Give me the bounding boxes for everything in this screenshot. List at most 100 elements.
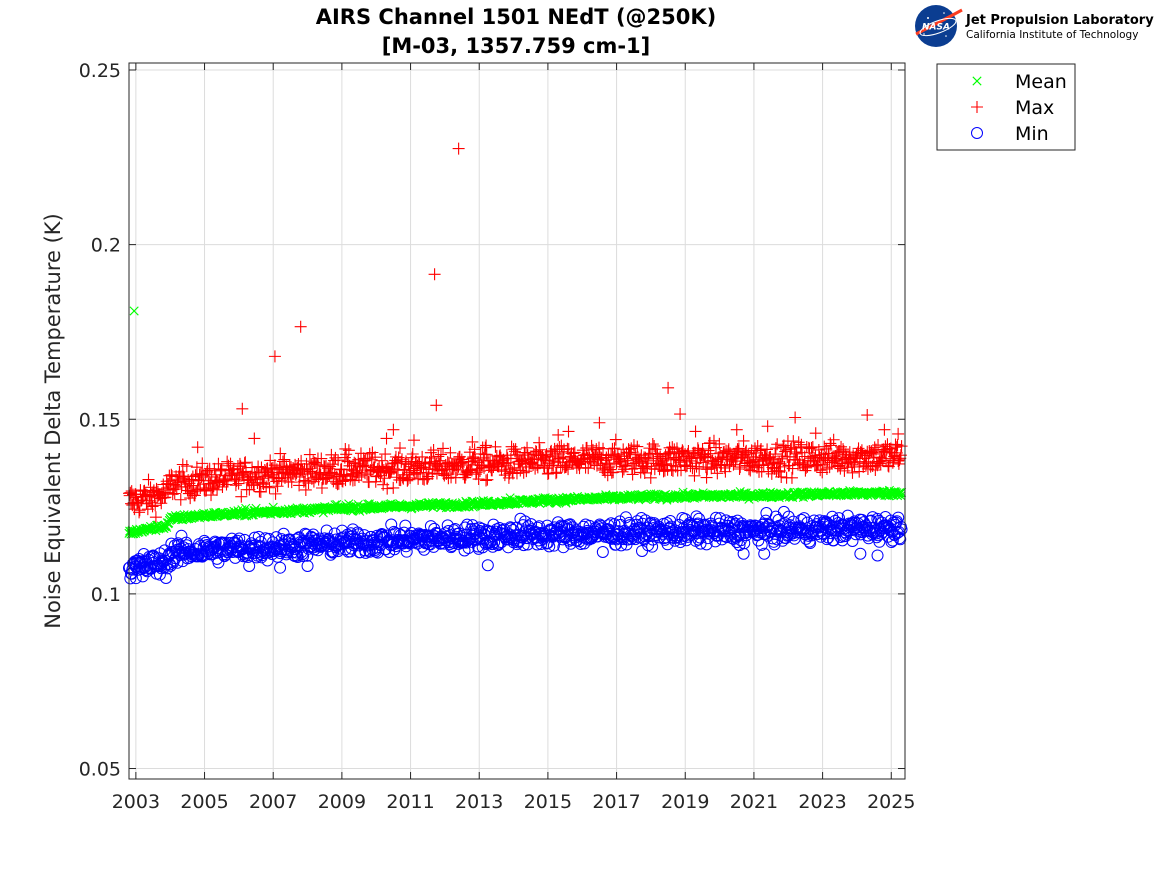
data-point-max: [283, 459, 296, 472]
data-point-max: [233, 457, 246, 470]
data-point-max: [625, 463, 638, 476]
data-point-min-outlier: [692, 512, 705, 525]
data-point-max: [315, 452, 328, 465]
y-tick-label: 0.2: [91, 235, 121, 257]
data-point-max-outlier: [562, 425, 575, 438]
data-point-max-outlier: [380, 432, 393, 445]
data-point-max: [256, 472, 269, 485]
data-point-max: [510, 467, 523, 480]
data-point-max: [252, 460, 265, 473]
data-point-max: [776, 450, 789, 463]
data-point-max: [779, 443, 792, 456]
data-point-min: [626, 525, 639, 538]
data-point-max: [613, 453, 626, 466]
data-point-max: [470, 466, 483, 479]
data-point-max: [729, 455, 742, 468]
data-point-min: [729, 517, 742, 530]
data-point-max: [238, 457, 251, 470]
data-point-max: [713, 437, 726, 450]
data-point-max: [604, 463, 617, 476]
data-point-max: [654, 456, 667, 469]
data-point-min: [461, 518, 474, 531]
data-point-max: [646, 438, 659, 451]
data-point-max: [648, 439, 661, 452]
data-point-max: [467, 451, 480, 464]
data-point-min: [320, 524, 333, 537]
data-point-max: [737, 434, 750, 447]
data-point-max: [378, 472, 391, 485]
data-point-max-outlier: [236, 402, 249, 415]
data-point-min-outlier: [129, 572, 142, 585]
y-tick-label: 0.05: [79, 759, 121, 781]
data-point-min-outlier: [243, 559, 256, 572]
data-point-max: [878, 445, 891, 458]
data-point-min: [631, 515, 644, 528]
data-point-max: [803, 442, 816, 455]
data-point-max: [133, 506, 146, 519]
data-point-max: [278, 453, 291, 466]
data-point-max: [611, 448, 624, 461]
data-point-max: [463, 446, 476, 459]
data-point-max: [672, 453, 685, 466]
data-point-max: [272, 472, 285, 485]
data-point-max: [856, 447, 869, 460]
data-point-max: [812, 443, 825, 456]
data-point-max: [479, 441, 492, 454]
data-point-max: [814, 464, 827, 477]
chart-subtitle: [M-03, 1357.759 cm-1]: [382, 34, 651, 58]
data-point-max: [621, 454, 634, 467]
data-point-max: [215, 463, 228, 476]
data-point-max: [297, 475, 310, 488]
data-point-max: [560, 460, 573, 473]
data-point-max: [427, 444, 440, 457]
data-point-max: [533, 443, 546, 456]
data-point-max: [666, 441, 679, 454]
data-point-max: [489, 440, 502, 453]
data-point-max: [401, 474, 414, 487]
legend-marker-min: [971, 127, 983, 139]
data-point-max: [764, 450, 777, 463]
data-point-max: [393, 442, 406, 455]
data-point-min: [895, 523, 908, 536]
legend-entry-min: Min: [971, 123, 1049, 145]
data-point-max-outlier: [730, 423, 743, 436]
data-point-max: [196, 457, 209, 470]
data-point-min: [577, 520, 590, 533]
data-point-max: [731, 443, 744, 456]
data-point-max: [890, 441, 903, 454]
data-point-max: [387, 481, 400, 494]
data-point-mean-outlier: [505, 493, 515, 503]
data-point-max: [389, 450, 402, 463]
x-tick-label: 2025: [867, 791, 915, 813]
x-tick-label: 2019: [661, 791, 709, 813]
data-point-max: [869, 463, 882, 476]
data-point-max: [861, 462, 874, 475]
data-point-max: [133, 504, 146, 517]
data-point-max: [846, 466, 859, 479]
data-point-max: [716, 451, 729, 464]
data-point-max: [128, 503, 141, 516]
data-point-max: [556, 445, 569, 458]
x-tick-label: 2013: [455, 791, 503, 813]
data-point-max: [516, 458, 529, 471]
series-mean: [124, 306, 907, 539]
data-point-max: [541, 462, 554, 475]
data-point-max: [553, 440, 566, 453]
data-point-max: [800, 461, 813, 474]
data-point-min: [332, 545, 345, 558]
jpl-logo-line2: California Institute of Technology: [966, 29, 1138, 41]
data-point-max: [541, 467, 554, 480]
data-point-max: [552, 452, 565, 465]
data-point-max: [124, 486, 137, 499]
data-point-max: [305, 458, 318, 471]
data-point-max: [437, 442, 450, 455]
data-point-max: [810, 459, 823, 472]
data-point-min: [291, 549, 304, 562]
data-point-max: [335, 463, 348, 476]
data-point-min: [602, 519, 615, 532]
data-point-max-outlier: [662, 381, 675, 394]
data-point-max: [818, 440, 831, 453]
data-point-min: [795, 513, 808, 526]
data-point-max: [567, 447, 580, 460]
data-point-max: [303, 448, 316, 461]
